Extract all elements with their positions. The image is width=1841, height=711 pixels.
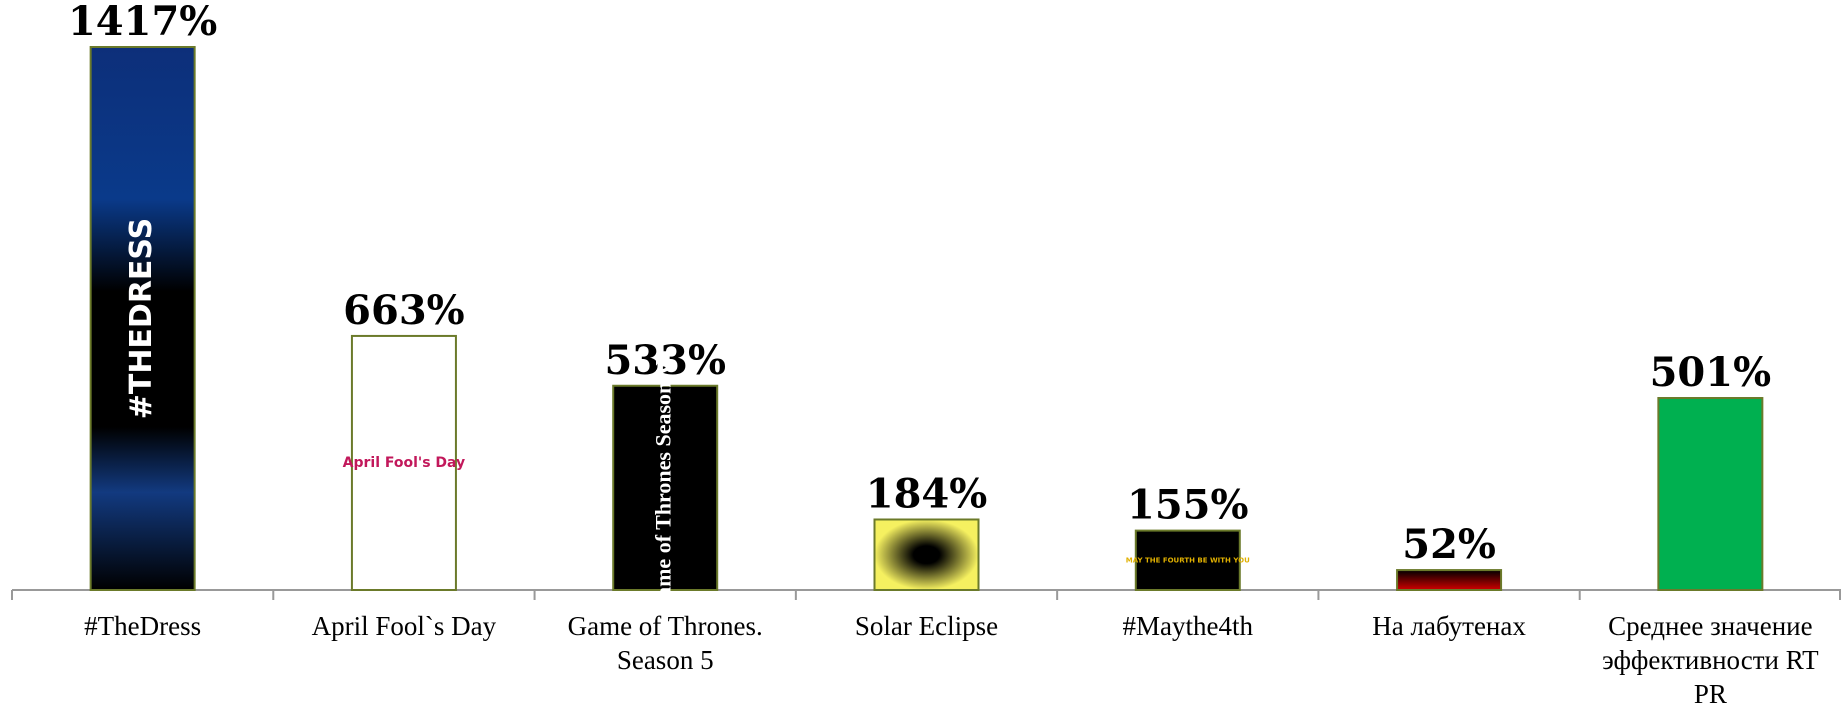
- value-label: 184%: [866, 470, 988, 517]
- value-label: 501%: [1650, 349, 1772, 396]
- bar: [1396, 569, 1503, 591]
- x-tick-label: Game of Thrones. Season 5: [567, 611, 763, 675]
- value-label: 155%: [1127, 482, 1249, 529]
- bar-text: MAY THE FOURTH BE WITH YOU: [1126, 556, 1250, 564]
- value-label: 663%: [343, 287, 465, 334]
- bar: [873, 518, 980, 592]
- bar: [350, 334, 457, 592]
- bar: [1134, 529, 1241, 592]
- bar: [1657, 397, 1764, 592]
- bar-text: #THEDRESS: [124, 218, 159, 420]
- bar-text: April Fool's Day: [343, 455, 466, 471]
- bar-text: Game of Thrones Season V: [650, 361, 675, 615]
- x-tick-label: April Fool`s Day: [311, 611, 497, 641]
- value-label: 52%: [1402, 521, 1496, 568]
- x-tick-label: Среднее значение эффективности RT PR: [1602, 611, 1819, 709]
- value-label: 533%: [604, 337, 726, 384]
- x-tick-label: #TheDress: [84, 611, 202, 641]
- bar: [89, 46, 196, 591]
- x-tick-label: На лабутенах: [1372, 611, 1526, 641]
- x-tick-label: #Maythe4th: [1122, 611, 1254, 641]
- value-label: 1417%: [68, 0, 217, 45]
- bar: [612, 384, 719, 591]
- x-tick-label: Solar Eclipse: [854, 611, 999, 641]
